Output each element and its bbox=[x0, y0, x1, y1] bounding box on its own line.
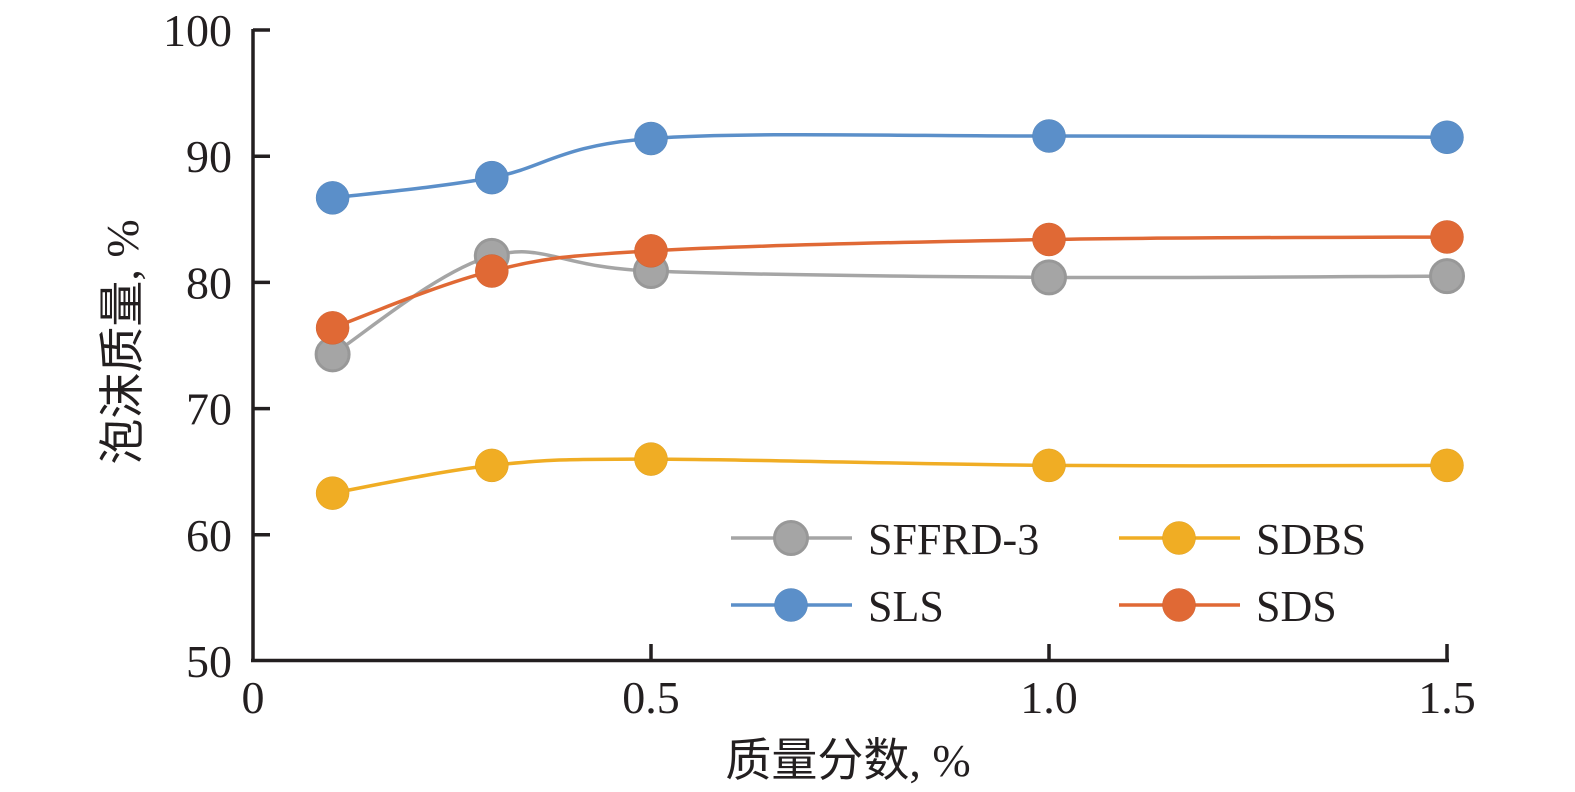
y-tick-label: 100 bbox=[163, 5, 232, 56]
y-tick-label: 80 bbox=[186, 257, 232, 308]
legend-item: SFFRD-3 bbox=[731, 515, 1039, 564]
x-tick-label: 0 bbox=[242, 672, 265, 723]
data-point bbox=[1429, 258, 1465, 295]
y-tick-label: 90 bbox=[186, 131, 232, 182]
series-sls bbox=[315, 119, 1464, 215]
data-point bbox=[1031, 259, 1067, 296]
legend-label: SDBS bbox=[1256, 515, 1366, 564]
data-point bbox=[634, 121, 668, 156]
series-sds bbox=[315, 220, 1464, 345]
data-point bbox=[1032, 119, 1066, 153]
data-point bbox=[634, 442, 668, 476]
data-point bbox=[475, 254, 509, 288]
legend: SFFRD-3 SDBS SLS SDS bbox=[731, 515, 1366, 631]
legend-item: SLS bbox=[731, 582, 944, 631]
series-layer bbox=[314, 119, 1465, 510]
legend-label: SLS bbox=[868, 582, 944, 631]
series-sdbs bbox=[315, 442, 1464, 510]
data-point bbox=[315, 181, 350, 215]
y-axis-title: 泡沫质量, % bbox=[97, 219, 148, 464]
data-point bbox=[1032, 222, 1066, 257]
legend-label: SDS bbox=[1256, 582, 1337, 631]
data-point bbox=[475, 160, 509, 195]
series-line bbox=[332, 132, 1448, 200]
x-tick-label: 1.5 bbox=[1418, 672, 1476, 723]
x-tick-label: 1.0 bbox=[1020, 672, 1078, 723]
legend-marker bbox=[773, 520, 809, 556]
y-tick-label: 60 bbox=[186, 510, 232, 561]
legend-item: SDS bbox=[1119, 582, 1337, 631]
data-point bbox=[1430, 120, 1464, 155]
legend-marker bbox=[1162, 588, 1196, 622]
y-tick-label: 50 bbox=[186, 636, 232, 687]
ticks: 50 60 70 80 90 100 0 0.5 1.0 1.5 bbox=[163, 5, 1476, 723]
data-point bbox=[1430, 448, 1464, 483]
data-point bbox=[315, 476, 350, 510]
series-line bbox=[332, 457, 1448, 495]
data-point bbox=[475, 448, 509, 483]
legend-marker bbox=[1162, 521, 1196, 555]
legend-item: SDBS bbox=[1119, 515, 1366, 564]
data-point bbox=[1430, 220, 1464, 254]
data-point bbox=[1032, 448, 1066, 483]
legend-marker bbox=[774, 588, 808, 622]
x-axis-title: 质量分数, % bbox=[725, 735, 970, 786]
axes bbox=[251, 29, 1449, 663]
legend-label: SFFRD-3 bbox=[868, 515, 1039, 564]
x-tick-label: 0.5 bbox=[622, 672, 680, 723]
data-point bbox=[634, 234, 668, 268]
series-line bbox=[332, 235, 1448, 330]
y-tick-label: 70 bbox=[186, 384, 232, 435]
data-point bbox=[315, 311, 350, 345]
series-line bbox=[331, 250, 1448, 356]
